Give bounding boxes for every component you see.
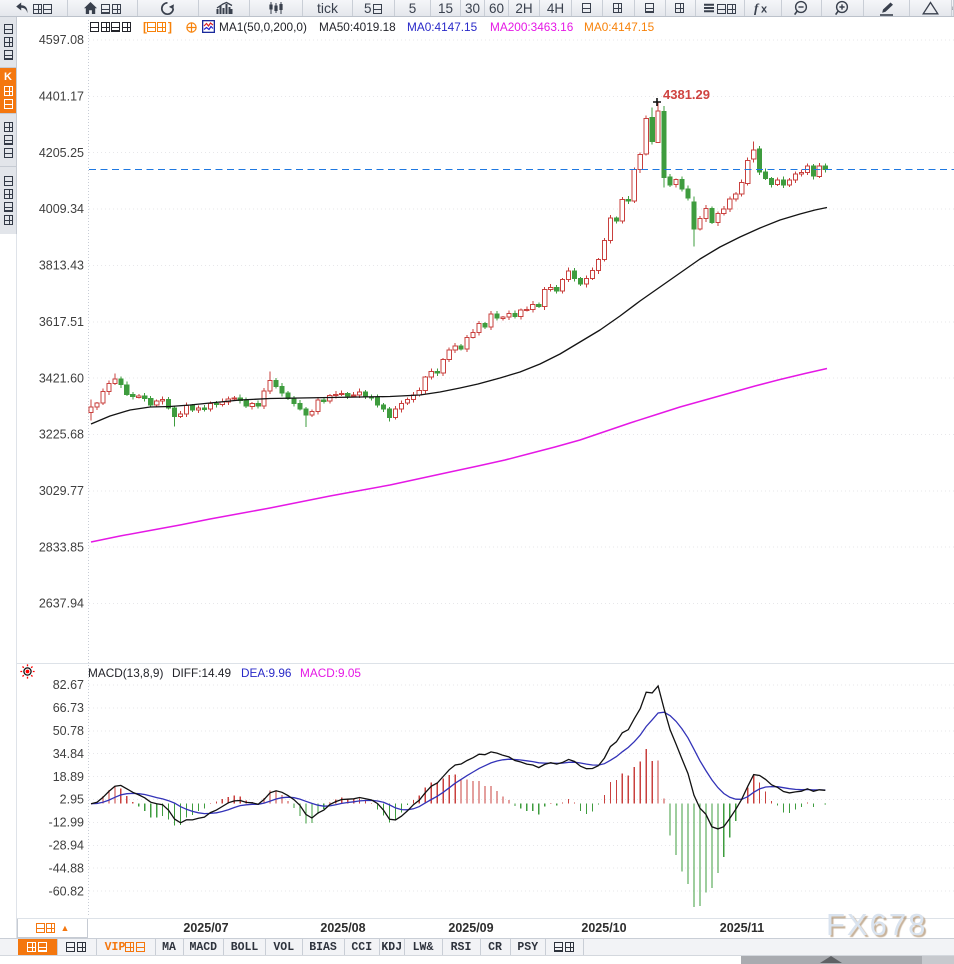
svg-text:4597.08: 4597.08 [39, 33, 84, 47]
svg-text:4401.17: 4401.17 [39, 90, 84, 104]
svg-text:3617.51: 3617.51 [39, 315, 84, 329]
svg-text:82.67: 82.67 [53, 678, 84, 692]
svg-text:34.84: 34.84 [53, 747, 84, 761]
svg-text:2025/11: 2025/11 [720, 921, 765, 935]
svg-text:50.78: 50.78 [53, 724, 84, 738]
svg-text:-12.99: -12.99 [49, 816, 84, 830]
svg-text:2025/08: 2025/08 [320, 921, 365, 935]
svg-text:x: x [761, 4, 768, 16]
svg-text:4205.25: 4205.25 [39, 146, 84, 160]
svg-text:18.89: 18.89 [53, 770, 84, 784]
svg-text:-28.94: -28.94 [49, 839, 84, 853]
svg-text:3421.60: 3421.60 [39, 371, 84, 385]
svg-text:2025/07: 2025/07 [183, 921, 228, 935]
svg-text:4009.34: 4009.34 [39, 202, 84, 216]
svg-text:-44.88: -44.88 [49, 861, 84, 875]
svg-text:f: f [754, 1, 760, 15]
svg-text:2833.85: 2833.85 [39, 540, 84, 554]
svg-text:3813.43: 3813.43 [39, 259, 84, 273]
svg-text:2025/10: 2025/10 [581, 921, 626, 935]
svg-text:2637.94: 2637.94 [39, 597, 84, 611]
svg-text:-60.82: -60.82 [49, 884, 84, 898]
svg-text:3029.77: 3029.77 [39, 484, 84, 498]
svg-text:4381.29: 4381.29 [663, 87, 710, 102]
svg-text:66.73: 66.73 [53, 701, 84, 715]
svg-text:2025/09: 2025/09 [448, 921, 493, 935]
svg-text:3225.68: 3225.68 [39, 428, 84, 442]
svg-text:2.95: 2.95 [60, 793, 84, 807]
